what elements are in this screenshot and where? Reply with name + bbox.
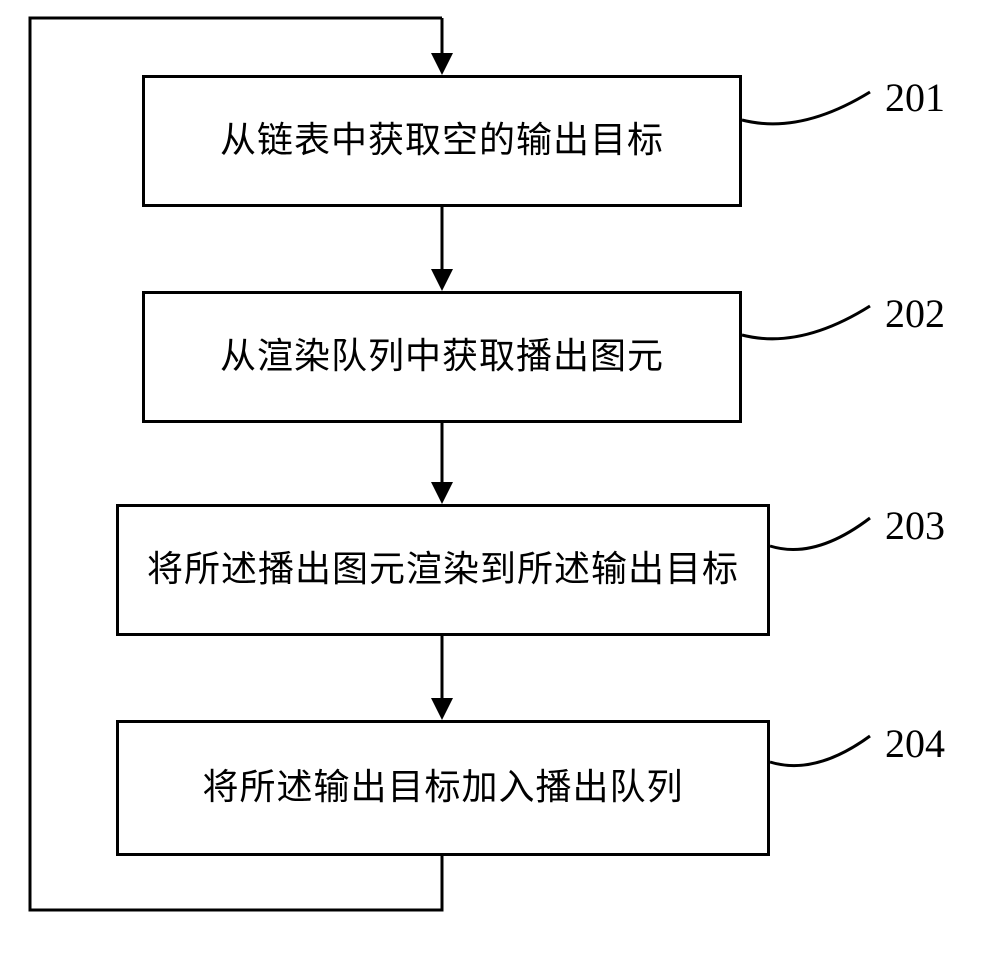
flow-node-4-text: 将所述输出目标加入播出队列 <box>202 766 683 809</box>
flow-node-3: 将所述播出图元渲染到所述输出目标 <box>116 504 770 636</box>
flow-label-201: 201 <box>885 74 945 121</box>
flow-label-204: 204 <box>885 720 945 767</box>
flow-label-202: 202 <box>885 290 945 337</box>
flow-label-203: 203 <box>885 502 945 549</box>
flow-node-2-text: 从渲染队列中获取播出图元 <box>220 335 664 378</box>
flow-node-2: 从渲染队列中获取播出图元 <box>142 291 742 423</box>
flowchart-canvas: 从链表中获取空的输出目标 201 从渲染队列中获取播出图元 202 将所述播出图… <box>0 0 1000 964</box>
flow-node-3-text: 将所述播出图元渲染到所述输出目标 <box>147 548 739 591</box>
flow-node-1: 从链表中获取空的输出目标 <box>142 75 742 207</box>
flow-node-4: 将所述输出目标加入播出队列 <box>116 720 770 856</box>
flow-node-1-text: 从链表中获取空的输出目标 <box>220 119 664 162</box>
